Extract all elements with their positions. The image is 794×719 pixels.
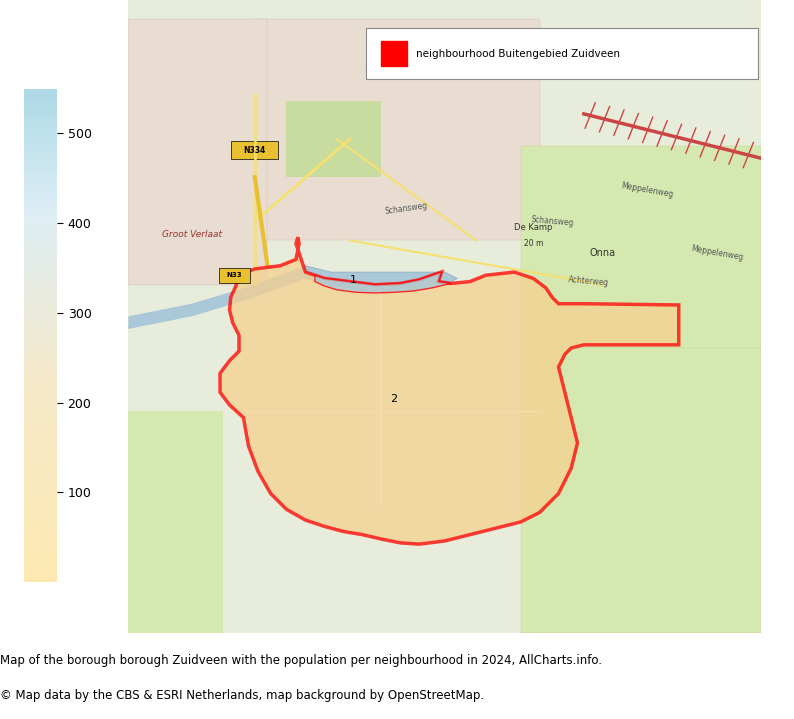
FancyBboxPatch shape bbox=[219, 267, 250, 283]
FancyBboxPatch shape bbox=[129, 19, 268, 285]
FancyBboxPatch shape bbox=[365, 29, 757, 79]
Text: 1: 1 bbox=[349, 275, 357, 285]
FancyBboxPatch shape bbox=[255, 19, 540, 240]
Bar bbox=[381, 41, 407, 66]
FancyBboxPatch shape bbox=[231, 141, 278, 160]
Text: Groot Verlaat: Groot Verlaat bbox=[161, 229, 222, 239]
FancyBboxPatch shape bbox=[521, 348, 761, 633]
Text: Map of the borough borough Zuidveen with the population per neighbourhood in 202: Map of the borough borough Zuidveen with… bbox=[0, 654, 602, 667]
Text: Schansweg: Schansweg bbox=[530, 215, 574, 228]
FancyBboxPatch shape bbox=[287, 101, 381, 177]
Polygon shape bbox=[306, 266, 457, 291]
Polygon shape bbox=[129, 266, 306, 329]
Polygon shape bbox=[315, 272, 451, 293]
Text: Meppelenweg: Meppelenweg bbox=[690, 244, 744, 262]
FancyBboxPatch shape bbox=[521, 145, 761, 367]
Text: De Kamp: De Kamp bbox=[514, 224, 553, 232]
Text: Onna: Onna bbox=[590, 248, 616, 258]
Text: Steenwijk: Steenwijk bbox=[364, 63, 425, 76]
Text: N334: N334 bbox=[244, 146, 266, 155]
Polygon shape bbox=[220, 237, 679, 544]
Text: © Map data by the CBS & ESRI Netherlands, map background by OpenStreetMap.: © Map data by the CBS & ESRI Netherlands… bbox=[0, 689, 484, 702]
Text: 20 m: 20 m bbox=[523, 239, 543, 248]
Text: 2: 2 bbox=[391, 393, 398, 403]
Text: Achterweg: Achterweg bbox=[568, 275, 610, 288]
FancyBboxPatch shape bbox=[129, 411, 223, 633]
Text: Meppelenweg: Meppelenweg bbox=[620, 180, 674, 199]
Text: neighbourhood Buitengebied Zuidveen: neighbourhood Buitengebied Zuidveen bbox=[416, 49, 620, 59]
Text: N33: N33 bbox=[226, 273, 241, 278]
Text: Schansweg: Schansweg bbox=[385, 201, 429, 216]
